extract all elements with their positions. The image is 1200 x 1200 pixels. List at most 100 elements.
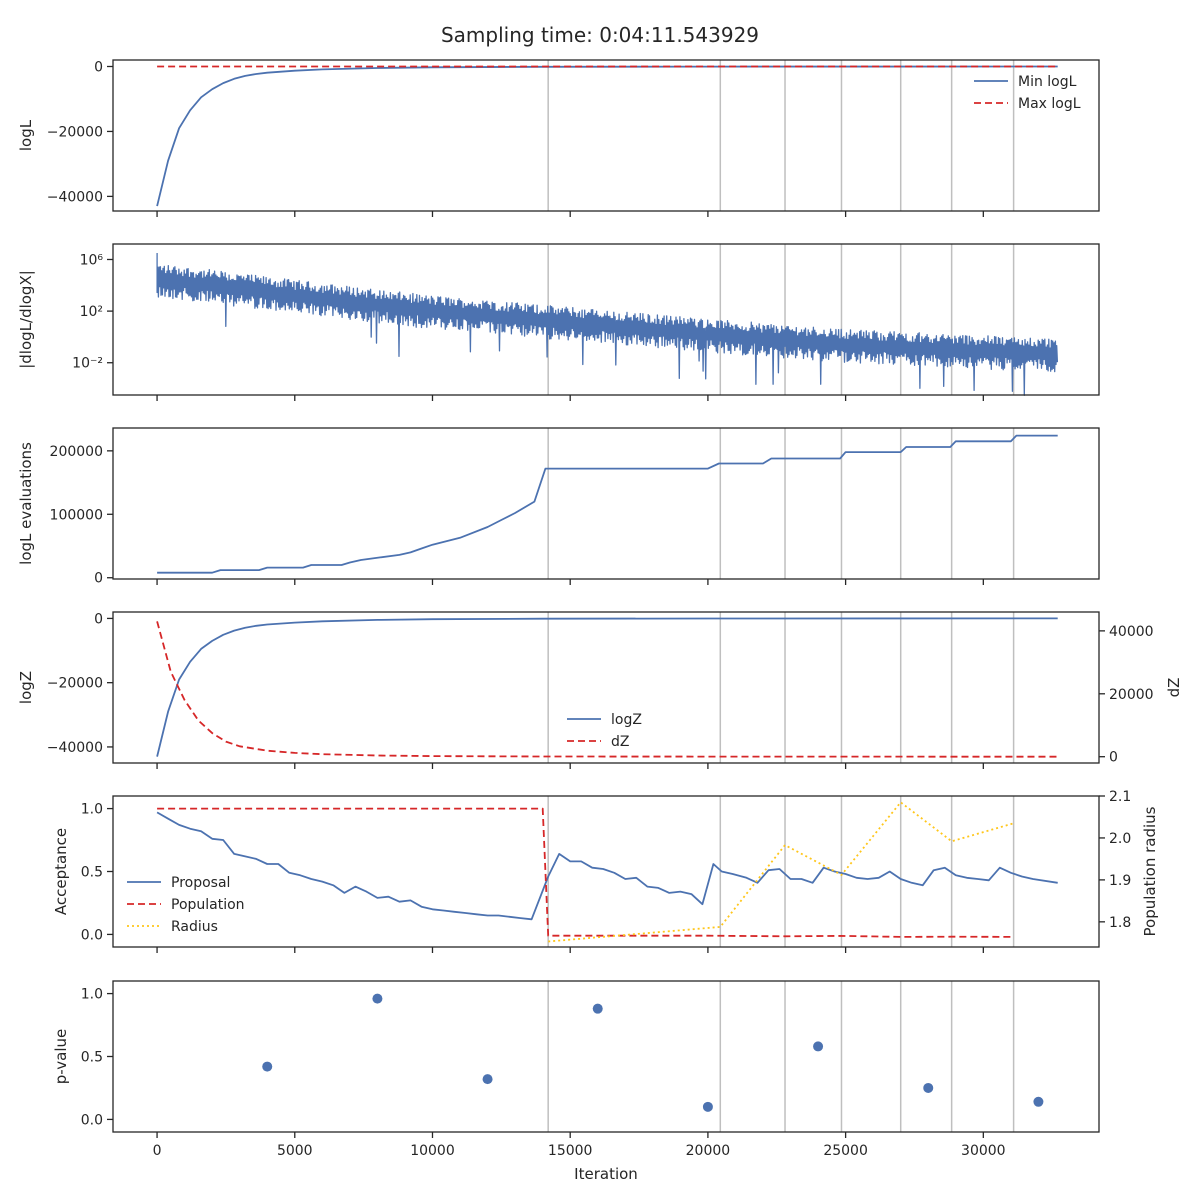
y-axis-label: p-value: [52, 1029, 70, 1085]
y-ticks: 0 100000 200000: [50, 444, 113, 587]
y-tick-label: −40000: [47, 189, 103, 205]
axes-frame: [112, 611, 1100, 764]
min-logl-1-line: [156, 65, 1058, 207]
y-tick-label: 10²: [80, 304, 103, 320]
x-tick-label: 30000: [961, 1143, 1006, 1159]
y-axis-label: |dlogL/dlogX|: [17, 270, 35, 369]
x-axis-label: Iteration: [574, 1165, 638, 1183]
series-group: [156, 801, 1058, 943]
y-tick-label: 10⁻²: [72, 356, 103, 372]
y-tick-label-right: 1.8: [1109, 915, 1131, 931]
x-tick-label: 0: [153, 1143, 162, 1159]
y-tick-label: 1.0: [81, 987, 103, 1003]
legend-label: Radius: [171, 919, 218, 935]
legend-label: Max logL: [1018, 96, 1081, 112]
axes-frame: [112, 243, 1100, 396]
legend: Proposal Population Radius: [127, 875, 245, 935]
data-point: [813, 1041, 824, 1052]
x-tick-label: 5000: [277, 1143, 313, 1159]
y-axis-label-right: dZ: [1165, 678, 1183, 698]
y-tick-label-right: 0: [1109, 750, 1118, 766]
legend-label: Proposal: [171, 875, 230, 891]
x-tick-label: 20000: [686, 1143, 731, 1159]
y-ticks: 0.0 0.5 1.0: [81, 987, 113, 1128]
figure-title: Sampling time: 0:04:11.543929: [441, 23, 759, 47]
panel-5: 0.0 0.5 1.0 1.8 1.9 2.0 2.1 Acceptance Populatio…: [52, 789, 1159, 953]
logz-4-line: [156, 617, 1058, 757]
series-2-line: [156, 253, 1059, 396]
y-tick-label: 0.0: [81, 1112, 103, 1128]
panel-4: 0 −20000 −40000 0 20000 40000 logZ dZ logZ dZ: [17, 611, 1183, 769]
x-ticks: 0 5000 10000 15000 20000 25000 30000: [153, 1132, 1006, 1159]
y-tick-label: 0: [94, 611, 103, 627]
y-tick-label: 0.0: [81, 927, 103, 943]
legend-label: Min logL: [1018, 74, 1077, 90]
reference-lines: [547, 612, 1015, 763]
x-ticks: [156, 395, 984, 401]
panel-6: 0 5000 10000 15000 20000 25000 30000 0.0 0.5 1.0 p…: [52, 980, 1100, 1159]
data-point: [923, 1082, 934, 1093]
x-ticks: [156, 579, 984, 585]
y-ticks: 0.0 0.5 1.0: [81, 802, 113, 943]
series-group: [156, 253, 1059, 396]
y-tick-label: 10⁶: [80, 252, 104, 268]
x-tick-label: 15000: [548, 1143, 593, 1159]
y-axis-label: logZ: [17, 671, 35, 704]
dz-4-line: [156, 621, 1058, 758]
y-ticks: 0 −20000 −40000: [47, 59, 113, 205]
data-point: [482, 1074, 493, 1085]
y-tick-label-right: 2.0: [1109, 831, 1131, 847]
y-tick-label: 1.0: [81, 802, 103, 818]
population-5-line: [157, 807, 1014, 938]
reference-lines: [547, 796, 1015, 947]
y-tick-label: −40000: [47, 740, 103, 756]
y-ticks-right: 1.8 1.9 2.0 2.1: [1099, 789, 1131, 931]
y-tick-label: 100000: [50, 507, 103, 523]
legend-label: dZ: [611, 734, 629, 750]
y-tick-label: 0.5: [81, 1050, 103, 1066]
panel-3: 0 100000 200000 logL evaluations: [17, 427, 1100, 587]
reference-lines: [547, 981, 1015, 1132]
data-point: [1033, 1096, 1044, 1107]
legend: logZ dZ: [567, 712, 642, 750]
reference-lines: [547, 244, 1015, 395]
y-tick-label: −20000: [47, 676, 103, 692]
y-axis-label: logL: [17, 119, 35, 151]
data-point: [262, 1061, 273, 1072]
panel-1: 0 −20000 −40000 logL Min logL Max logL: [17, 59, 1100, 217]
legend-label: Population: [171, 897, 245, 913]
data-point: [592, 1003, 603, 1014]
proposal-5-line: [156, 811, 1058, 921]
y-tick-label: 0.5: [81, 865, 103, 881]
x-ticks: [156, 763, 984, 769]
y-axis-label: logL evaluations: [17, 442, 35, 565]
y-tick-label: 0: [94, 59, 103, 75]
y-axis-label: Acceptance: [52, 828, 70, 915]
x-tick-label: 10000: [410, 1143, 455, 1159]
y-ticks: 10⁶ 10² 10⁻²: [72, 252, 113, 372]
y-ticks-right: 0 20000 40000: [1099, 624, 1154, 766]
reference-lines: [547, 60, 1015, 211]
x-tick-label: 25000: [823, 1143, 868, 1159]
y-tick-label-right: 2.1: [1109, 789, 1131, 805]
series-group: [156, 65, 1058, 207]
y-tick-label-right: 1.9: [1109, 873, 1131, 889]
y-tick-label-right: 40000: [1109, 624, 1154, 640]
x-ticks: [156, 211, 984, 217]
legend: Min logL Max logL: [974, 74, 1081, 112]
panel-2: 10⁶ 10² 10⁻² |dlogL/dlogX|: [17, 243, 1100, 401]
y-tick-label-right: 20000: [1109, 687, 1154, 703]
axes-frame: [112, 427, 1100, 580]
series-3-line: [157, 434, 1058, 574]
reference-lines: [547, 428, 1015, 579]
y-tick-label: −20000: [47, 124, 103, 140]
data-point: [372, 993, 383, 1004]
axes-frame: [112, 59, 1100, 212]
series-group: [157, 434, 1058, 574]
series-group: [262, 993, 1044, 1112]
legend-label: logZ: [611, 712, 642, 728]
series-group: [156, 617, 1058, 758]
y-tick-label: 200000: [50, 444, 103, 460]
y-axis-label-right: Population radius: [1141, 806, 1159, 936]
